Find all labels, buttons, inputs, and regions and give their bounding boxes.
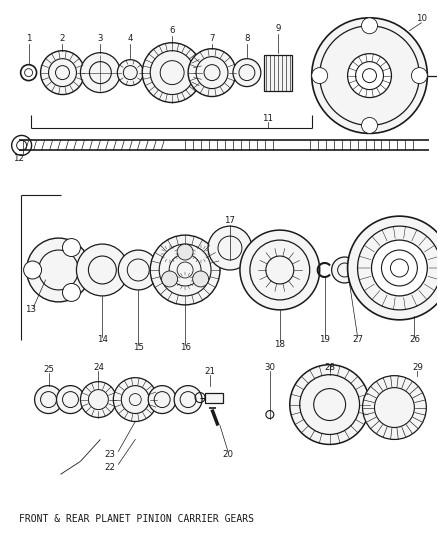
Text: 21: 21	[205, 367, 215, 376]
Circle shape	[81, 53, 120, 93]
Text: 6: 6	[170, 26, 175, 35]
Bar	[205, 393, 223, 402]
Text: 20: 20	[223, 450, 233, 459]
Circle shape	[371, 240, 427, 296]
Text: 17: 17	[224, 216, 236, 224]
Circle shape	[348, 54, 392, 98]
Text: 14: 14	[97, 335, 108, 344]
Bar	[264, 55, 292, 91]
Circle shape	[63, 284, 81, 301]
Text: 7: 7	[209, 34, 215, 43]
Text: 2: 2	[60, 34, 65, 43]
Text: 26: 26	[409, 335, 420, 344]
Circle shape	[177, 244, 193, 260]
Circle shape	[290, 365, 370, 445]
Text: FRONT & REAR PLANET PINION CARRIER GEARS: FRONT & REAR PLANET PINION CARRIER GEARS	[19, 514, 254, 524]
Text: 24: 24	[93, 363, 104, 372]
Circle shape	[312, 18, 427, 133]
Circle shape	[148, 385, 176, 414]
Circle shape	[63, 239, 81, 256]
Circle shape	[312, 68, 328, 84]
Text: 8: 8	[244, 34, 250, 43]
Text: 30: 30	[265, 363, 276, 372]
Circle shape	[188, 49, 236, 96]
Circle shape	[411, 68, 427, 84]
Circle shape	[77, 244, 128, 296]
Circle shape	[208, 226, 252, 270]
Circle shape	[193, 271, 208, 287]
Text: 9: 9	[275, 25, 280, 33]
Circle shape	[240, 230, 320, 310]
Text: 3: 3	[98, 34, 103, 43]
Circle shape	[35, 385, 63, 414]
Text: 19: 19	[319, 335, 330, 344]
Text: 27: 27	[352, 335, 363, 344]
Circle shape	[41, 51, 85, 94]
Text: 1: 1	[26, 34, 32, 43]
Circle shape	[162, 271, 177, 287]
Circle shape	[361, 18, 378, 34]
Circle shape	[57, 385, 85, 414]
Circle shape	[174, 385, 202, 414]
Circle shape	[332, 257, 357, 283]
Text: 13: 13	[25, 305, 36, 314]
Text: 15: 15	[133, 343, 144, 352]
Circle shape	[24, 261, 42, 279]
Text: 28: 28	[324, 363, 335, 372]
Circle shape	[150, 235, 220, 305]
Circle shape	[27, 238, 90, 302]
Circle shape	[348, 216, 438, 320]
Circle shape	[81, 382, 117, 417]
Circle shape	[118, 250, 158, 290]
Text: 16: 16	[180, 343, 191, 352]
Text: 11: 11	[262, 114, 273, 123]
Circle shape	[363, 376, 426, 439]
Text: 29: 29	[412, 363, 423, 372]
Circle shape	[361, 117, 378, 133]
Circle shape	[113, 378, 157, 422]
Text: 22: 22	[105, 463, 116, 472]
Text: 12: 12	[13, 154, 24, 163]
Text: 18: 18	[274, 340, 285, 349]
Circle shape	[142, 43, 202, 102]
Text: 4: 4	[127, 34, 133, 43]
Text: 23: 23	[105, 450, 116, 459]
Text: 10: 10	[416, 14, 427, 23]
Circle shape	[266, 410, 274, 418]
Circle shape	[233, 59, 261, 86]
Circle shape	[117, 60, 143, 86]
Text: 25: 25	[43, 365, 54, 374]
